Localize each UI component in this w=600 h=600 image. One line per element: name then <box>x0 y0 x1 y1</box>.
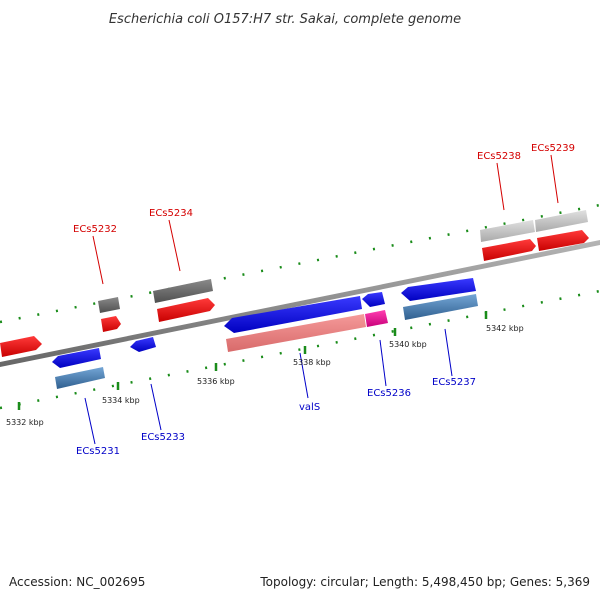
tick-label-5332: 5332 kbp <box>6 418 44 427</box>
tick-label-5334: 5334 kbp <box>102 396 140 405</box>
gene-ecs5237 <box>403 294 478 320</box>
tick-label-5342: 5342 kbp <box>486 324 524 333</box>
tick-label-5340: 5340 kbp <box>389 340 427 349</box>
cds-left-edge <box>0 336 42 357</box>
cds-ecs5231 <box>52 348 101 368</box>
map-title: Escherichia coli O157:H7 str. Sakai, com… <box>109 12 461 27</box>
cds-ecs5238 <box>482 239 536 261</box>
forward-label-leaders <box>92 154 559 285</box>
tick-label-5338: 5338 kbp <box>293 358 331 367</box>
gene-label-ecs5239[interactable]: ECs5239 <box>531 143 575 154</box>
cds-ecs5239 <box>537 230 589 251</box>
forward-tick-track <box>0 203 600 324</box>
cds-vals <box>224 296 362 333</box>
gene-label-ecs5231[interactable]: ECs5231 <box>76 446 120 457</box>
genome-backbone <box>0 240 600 367</box>
tick-label-5336: 5336 kbp <box>197 377 235 386</box>
gene-ecs5238 <box>480 220 535 242</box>
cds-ecs5232 <box>101 316 121 332</box>
gene-ecs5231 <box>55 367 105 389</box>
reverse-tick-track <box>0 289 600 410</box>
gene-label-ecs5237[interactable]: ECs5237 <box>432 377 476 388</box>
gene-label-ecs5233[interactable]: ECs5233 <box>141 432 185 443</box>
gene-vals <box>226 314 366 352</box>
gene-label-vals[interactable]: valS <box>299 402 320 413</box>
major-ticks <box>17 311 488 410</box>
gene-label-ecs5234[interactable]: ECs5234 <box>149 208 193 219</box>
cds-ecs5237 <box>401 278 476 301</box>
gene-label-ecs5232[interactable]: ECs5232 <box>73 224 117 235</box>
gene-label-ecs5238[interactable]: ECs5238 <box>477 151 521 162</box>
accession-text: Accession: NC_002695 <box>9 575 145 589</box>
reverse-label-leaders <box>84 328 453 445</box>
cds-ecs5236 <box>362 292 385 307</box>
gene-ecs5239 <box>535 210 588 232</box>
gene-label-ecs5236[interactable]: ECs5236 <box>367 388 411 399</box>
gene-ecs5236 <box>365 310 388 327</box>
gene-ecs5232 <box>98 297 120 313</box>
gene-ecs5234 <box>153 279 213 303</box>
cds-ecs5234 <box>157 298 215 322</box>
genome-summary-text: Topology: circular; Length: 5,498,450 bp… <box>259 575 590 589</box>
cds-ecs5233 <box>130 337 156 352</box>
